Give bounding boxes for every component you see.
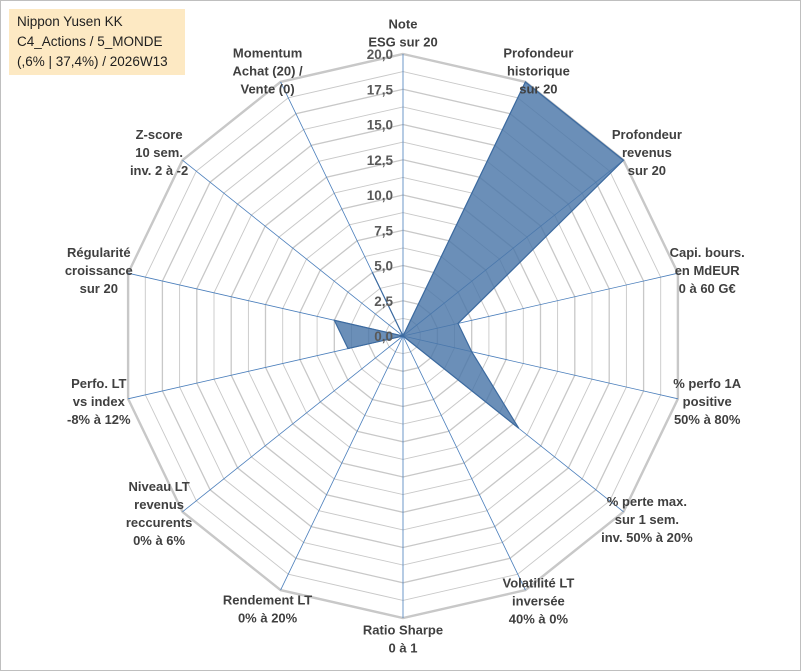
tick-label: 15,0 <box>367 118 393 133</box>
axis-spoke <box>280 335 404 591</box>
title-line-1: Nippon Yusen KK <box>17 14 123 29</box>
tick-label: 2,5 <box>374 294 393 309</box>
axis-label: Régularité croissance sur 20 <box>65 245 133 296</box>
tick-label: 17,5 <box>367 82 394 97</box>
axis-label: Profondeur revenus sur 20 <box>612 127 682 178</box>
axis-label: Volatilité LT inversée 40% à 0% <box>503 575 575 626</box>
axis-label: Capi. bours. en MdEUR 0 à 60 G€ <box>670 245 745 296</box>
axis-label: Momentum Achat (20) / Vente (0) <box>233 46 303 97</box>
chart-title-box: Nippon Yusen KK C4_Actions / 5_MONDE (,6… <box>9 9 185 75</box>
axis-spoke <box>402 335 526 591</box>
axis-label: Profondeur historique sur 20 <box>503 46 573 97</box>
tick-label: 5,0 <box>374 259 393 274</box>
tick-label: 0,0 <box>374 329 393 344</box>
axis-label: Niveau LT revenus reccurents 0% à 6% <box>126 479 192 548</box>
axis-label: Perfo. LT vs index -8% à 12% <box>67 376 131 427</box>
title-line-3: (,6% | 37,4%) / 2026W13 <box>17 54 168 69</box>
series-area <box>333 80 625 429</box>
title-line-2: C4_Actions / 5_MONDE <box>17 34 163 49</box>
axis-label: % perte max. sur 1 sem. inv. 50% à 20% <box>601 494 693 545</box>
axis-label: Z-score 10 sem. inv. 2 à -2 <box>130 127 188 178</box>
axis-spoke <box>182 159 404 337</box>
radar-series <box>333 80 625 429</box>
axis-spoke <box>182 335 404 513</box>
axis-label: Note ESG sur 20 <box>368 17 437 50</box>
radar-tick-labels: 0,0 2,5 5,0 7,5 10,0 12,5 15,0 17,5 20,0 <box>367 47 394 344</box>
axis-label: % perfo 1A positive 50% à 80% <box>673 376 742 427</box>
axis-label: Rendement LT 0% à 20% <box>223 593 312 626</box>
radar-axis-labels: Note ESG sur 20 Profondeur historique sur 20… <box>65 17 745 656</box>
axis-label: Ratio Sharpe 0 à 1 <box>363 623 443 656</box>
tick-label: 12,5 <box>367 153 394 168</box>
tick-label: 7,5 <box>374 223 393 238</box>
tick-label: 10,0 <box>367 188 393 203</box>
tick-label: 20,0 <box>367 47 393 62</box>
